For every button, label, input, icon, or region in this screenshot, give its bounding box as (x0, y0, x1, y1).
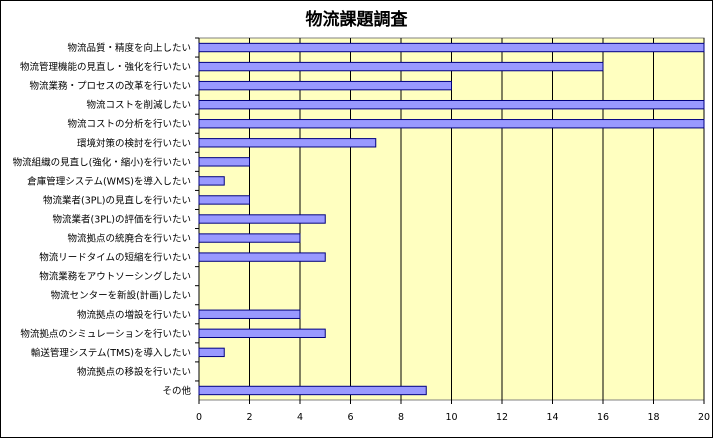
bar (198, 328, 326, 339)
category-label: 物流コストを削減したい (86, 99, 191, 111)
x-tick-labels: 0 2 4 6 8 10 12 14 16 18 20 (196, 412, 710, 423)
x-tick-label: 2 (246, 412, 252, 423)
category-label: 物流業者(3PL)の評価を行いたい (53, 214, 191, 226)
bar (198, 214, 326, 224)
x-tick-label: 20 (698, 412, 710, 423)
x-tick-label: 8 (398, 412, 404, 423)
bar (198, 138, 377, 148)
category-label: 物流業務・プロセスの改革を行いたい (29, 80, 191, 92)
x-tick-label: 16 (597, 412, 609, 423)
category-label: 輸送管理システム(TMS)を導入したい (31, 347, 191, 359)
category-label: 物流センターを新設(計画)したい (51, 290, 191, 302)
bar (198, 347, 225, 358)
chart-title: 物流課題調査 (305, 10, 408, 30)
category-label: 物流品質・精度を向上したい (67, 42, 191, 54)
category-label: 倉庫管理システム(WMS)を導入したい (27, 175, 191, 187)
category-labels: 物流品質・精度を向上したい物流管理機能の見直し・強化を行いたい物流業務・プロセス… (13, 42, 192, 397)
category-label: 物流管理機能の見直し・強化を行いたい (20, 61, 191, 73)
x-tick-label: 6 (347, 412, 353, 423)
category-label: 物流拠点のシミュレーションを行いたい (20, 328, 191, 340)
category-label: 物流業者(3PL)の見直しを行いたい (43, 194, 191, 206)
bar (198, 385, 427, 396)
category-label: 物流拠点の移設を行いたい (77, 366, 191, 378)
category-label: 物流コストの分析を行いたい (67, 118, 191, 130)
x-tick-label: 14 (546, 412, 558, 423)
bar (198, 233, 301, 243)
bar (198, 119, 705, 129)
x-tick-label: 10 (445, 412, 457, 423)
category-label: その他 (162, 385, 191, 397)
bar (198, 195, 250, 205)
x-tick-label: 4 (297, 412, 303, 423)
bar (198, 252, 326, 262)
category-label: 物流業務をアウトソーシングしたい (39, 271, 191, 283)
bar (198, 157, 250, 167)
bar (198, 61, 604, 72)
category-label: 物流組織の見直し(強化・縮小)を行いたい (13, 156, 191, 168)
category-label: 物流リードタイムの短縮を行いたい (39, 252, 191, 264)
x-tick-label: 12 (496, 412, 508, 423)
bars (198, 42, 705, 396)
bar (198, 176, 225, 186)
category-label: 物流拠点の増設を行いたい (77, 309, 191, 321)
bar (198, 42, 705, 53)
category-label: 環境対策の検討を行いたい (77, 137, 191, 149)
x-tick-label: 18 (647, 412, 659, 423)
bar (198, 80, 452, 91)
x-tick-label: 0 (196, 412, 202, 423)
category-label: 物流拠点の統廃合を行いたい (67, 233, 191, 245)
bar (198, 99, 705, 110)
bar (198, 309, 301, 319)
